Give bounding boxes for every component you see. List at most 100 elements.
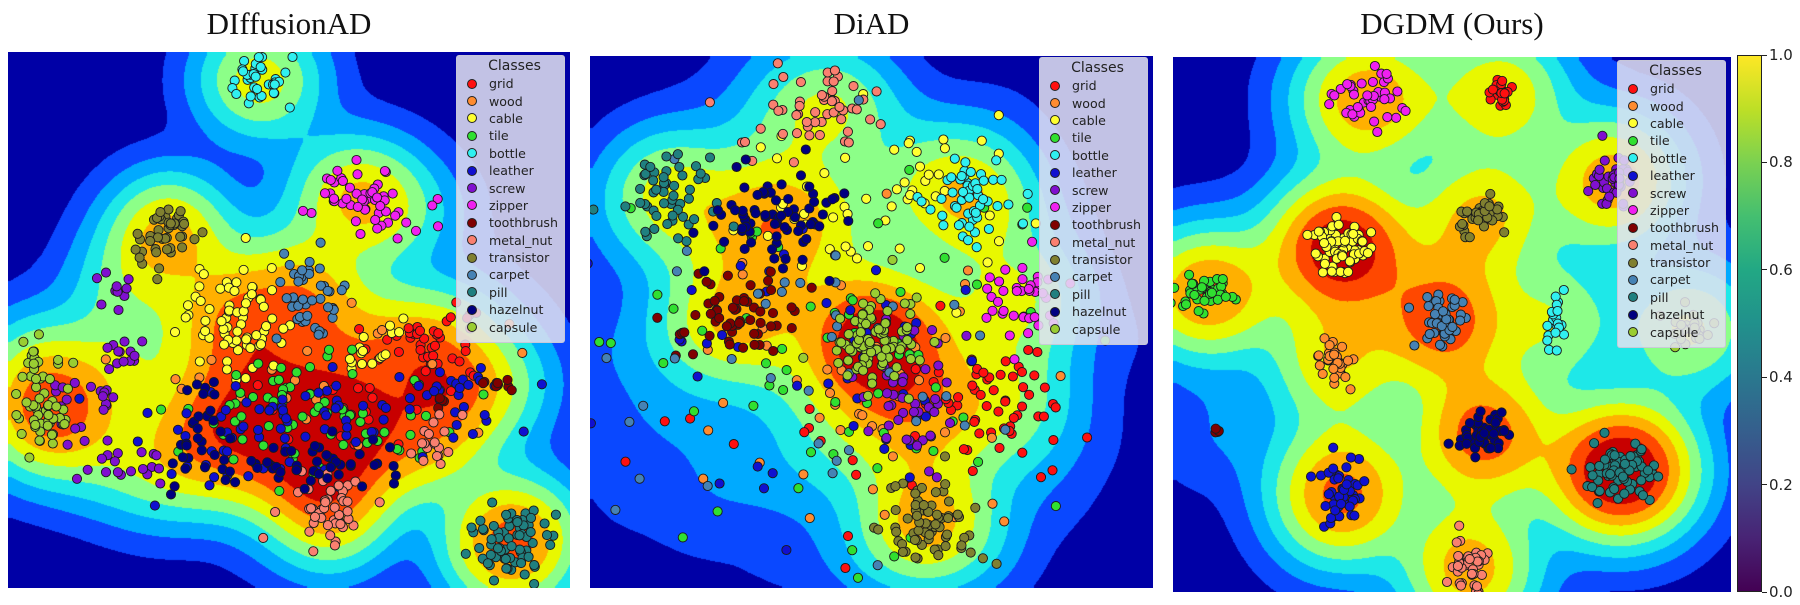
point-carpet (826, 331, 837, 342)
point-hazelnut (313, 468, 324, 480)
point-leather (277, 394, 288, 405)
point-cable (911, 146, 922, 157)
legend-item-tile: tile (467, 127, 558, 144)
point-wood (170, 374, 181, 385)
point-transistor (902, 513, 913, 524)
point-zipper (1011, 286, 1022, 297)
point-zipper (401, 217, 412, 228)
point-capsule (34, 435, 45, 446)
point-screw (96, 299, 107, 310)
point-screw (136, 447, 147, 458)
legend-item-bottle: bottle (467, 145, 558, 162)
point-pill (668, 190, 679, 201)
point-toothbrush (506, 385, 517, 396)
point-tile (847, 295, 858, 306)
point-pill (681, 236, 692, 247)
legend-item-zipper: zipper (1050, 199, 1141, 216)
point-zipper (1017, 262, 1028, 273)
point-toothbrush (701, 276, 712, 287)
point-transistor (1473, 215, 1484, 226)
point-bottle (1542, 320, 1553, 331)
point-hazelnut (390, 470, 401, 481)
point-metal-nut (829, 65, 840, 76)
point-hazelnut (327, 426, 338, 437)
legend-marker-icon (1050, 289, 1060, 300)
point-cable (976, 135, 987, 146)
point-tile (347, 368, 358, 380)
point-pill (482, 558, 493, 569)
point-hazelnut (1464, 418, 1475, 429)
point-hazelnut (839, 188, 850, 199)
point-metal-nut (1476, 569, 1487, 580)
point-leather (181, 408, 192, 419)
point-metal-nut (309, 511, 321, 522)
point-cable (1357, 236, 1368, 247)
point-pill (550, 509, 561, 520)
point-leather (848, 420, 859, 432)
point-grid (1024, 389, 1035, 400)
point-tile (1217, 274, 1228, 285)
point-screw (1604, 191, 1615, 202)
point-tile (1206, 287, 1217, 298)
point-metal-nut (325, 530, 336, 541)
point-metal-nut (804, 130, 815, 141)
point-bottle (946, 172, 957, 183)
legend-label: hazelnut (1650, 307, 1705, 323)
legend-marker-icon (1628, 118, 1638, 129)
point-hazelnut (268, 442, 279, 453)
point-pill (728, 221, 739, 232)
point-capsule (905, 308, 916, 320)
point-capsule (881, 344, 892, 355)
point-grid (1082, 432, 1093, 443)
legend-marker-icon (1050, 306, 1060, 317)
point-leather (845, 305, 856, 316)
legend-label: pill (489, 284, 508, 300)
point-zipper (1392, 86, 1403, 97)
point-carpet (610, 504, 621, 515)
point-bottle (1550, 291, 1561, 302)
point-screw (883, 420, 894, 431)
point-grid (842, 531, 854, 542)
legend-marker-icon (1628, 188, 1638, 199)
legend-marker-icon (1050, 324, 1060, 335)
point-capsule (867, 378, 878, 389)
point-zipper (1348, 89, 1360, 100)
point-cable (984, 210, 995, 221)
point-carpet (313, 329, 324, 340)
legend-item-cable: cable (467, 110, 558, 127)
point-tile (1180, 299, 1192, 310)
point-bottle (956, 171, 967, 182)
panel-title-dgdm: DGDM (Ours) (1360, 6, 1544, 41)
point-metal-nut (871, 86, 882, 97)
point-bottle (992, 201, 1003, 212)
point-capsule (833, 357, 844, 369)
point-tile (355, 416, 366, 427)
point-capsule (836, 337, 847, 348)
point-metal-nut (320, 497, 331, 508)
point-screw (111, 281, 122, 292)
point-bottle (947, 187, 958, 198)
point-cable (886, 201, 897, 212)
point-cable (232, 345, 244, 356)
point-leather (467, 429, 478, 440)
point-tile (237, 434, 248, 445)
point-hazelnut (209, 449, 220, 460)
point-hazelnut (177, 452, 188, 463)
point-leather (132, 436, 143, 447)
point-metal-nut (1471, 581, 1483, 592)
point-metal-nut (406, 448, 417, 459)
point-hazelnut (739, 182, 750, 193)
point-wood (100, 354, 111, 365)
point-zipper (1029, 312, 1040, 323)
point-transistor (952, 509, 963, 520)
legend-marker-icon (1050, 254, 1060, 265)
colorbar (1737, 55, 1762, 592)
point-metal-nut (810, 117, 821, 128)
point-pill (1617, 471, 1629, 482)
point-pill (1636, 475, 1647, 486)
legend-label: leather (1072, 165, 1117, 181)
point-cable (993, 110, 1004, 121)
point-cable (240, 232, 251, 244)
point-pill (1636, 444, 1647, 455)
point-carpet (281, 293, 292, 304)
